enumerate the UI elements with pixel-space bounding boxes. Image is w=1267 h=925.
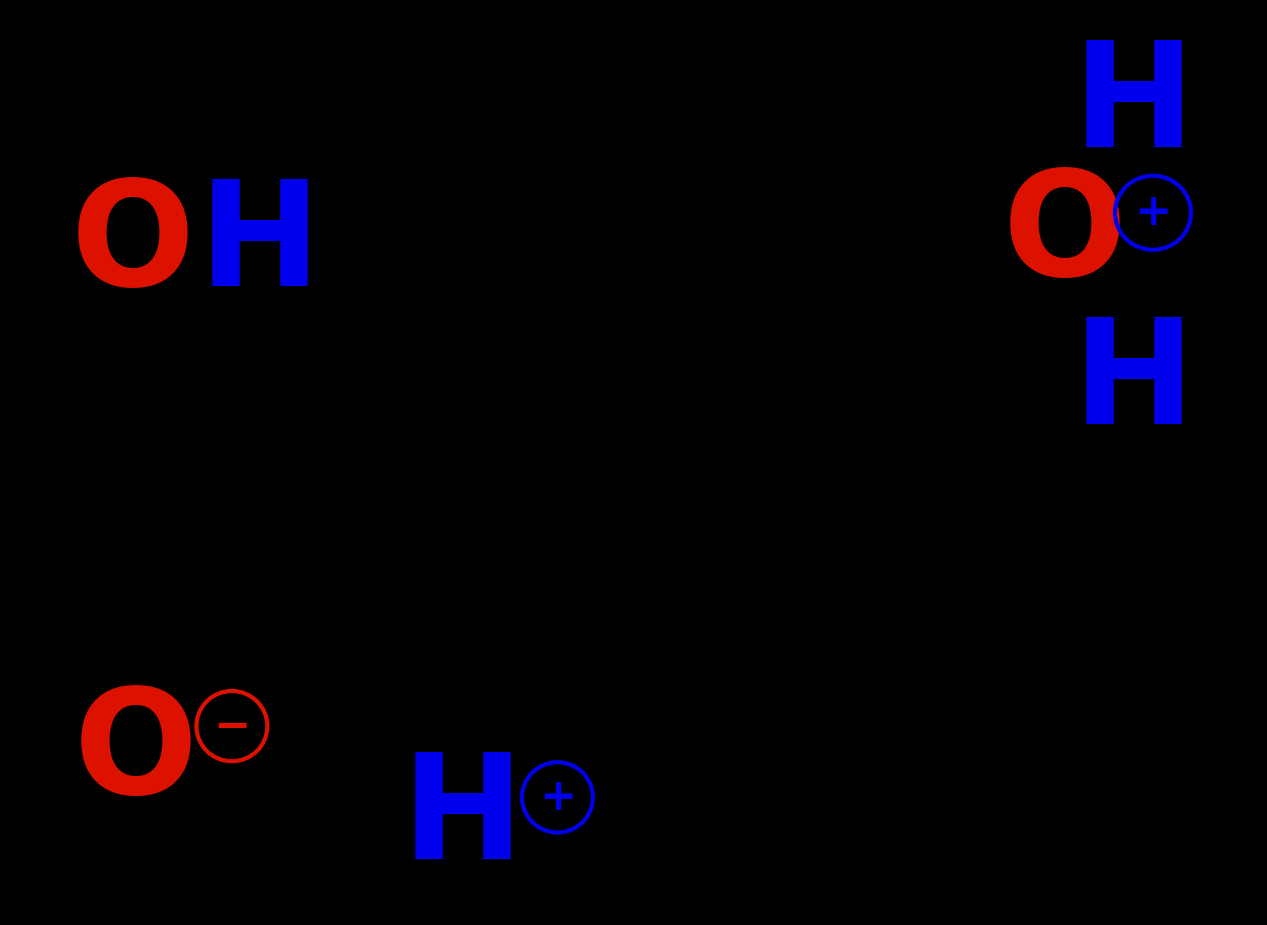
Text: H: H (1073, 314, 1195, 454)
Text: O: O (73, 684, 198, 824)
Text: H: H (199, 175, 321, 315)
Text: H: H (402, 748, 523, 889)
Text: O: O (71, 175, 195, 315)
Text: +: + (538, 776, 576, 819)
Text: −: − (213, 705, 251, 747)
Text: H: H (1073, 36, 1195, 177)
Text: +: + (1134, 191, 1172, 234)
Text: O: O (1002, 166, 1126, 306)
